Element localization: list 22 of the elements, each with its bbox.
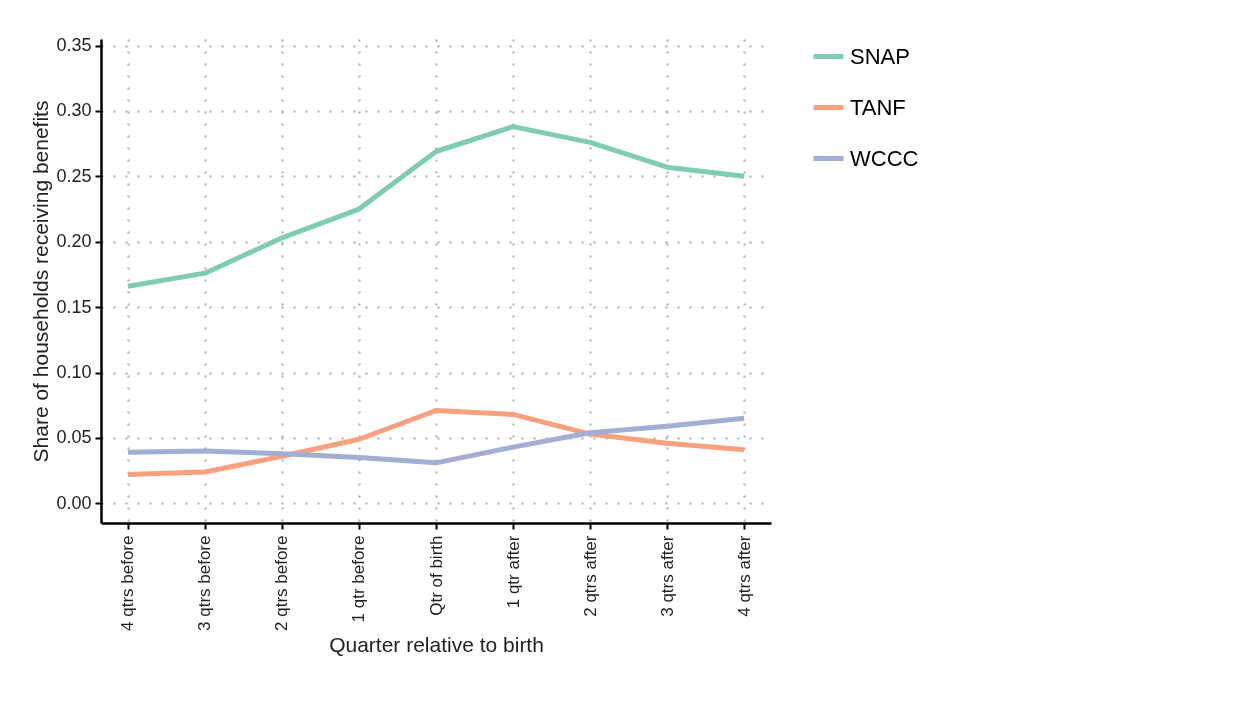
x-tick-label: 2 qtrs after	[580, 535, 600, 617]
legend-label: SNAP	[850, 43, 910, 69]
x-tick-label: 3 qtrs before	[195, 535, 215, 631]
y-tick-label: 0.35	[56, 35, 92, 56]
y-tick-label: 0.10	[56, 362, 92, 383]
x-tick-label: 4 qtrs before	[118, 535, 138, 631]
y-axis-title: Share of households receiving benefits	[29, 100, 53, 463]
x-axis-title: Quarter relative to birth	[329, 632, 544, 656]
y-tick-label: 0.05	[56, 427, 92, 448]
x-tick-label: Qtr of birth	[426, 535, 446, 616]
x-tick-label: 2 qtrs before	[272, 535, 292, 631]
y-tick-label: 0.15	[56, 296, 92, 317]
y-tick-label: 0.00	[56, 492, 92, 513]
legend-label: WCCC	[850, 145, 919, 171]
x-tick-label: 3 qtrs after	[657, 535, 677, 617]
legend-label: TANF	[850, 94, 906, 120]
y-tick-label: 0.30	[56, 100, 92, 121]
x-tick-label: 1 qtr before	[349, 535, 369, 623]
x-tick-label: 4 qtrs after	[734, 535, 754, 617]
y-tick-label: 0.20	[56, 231, 92, 252]
x-tick-label: 1 qtr after	[503, 535, 523, 609]
y-tick-label: 0.25	[56, 165, 92, 186]
